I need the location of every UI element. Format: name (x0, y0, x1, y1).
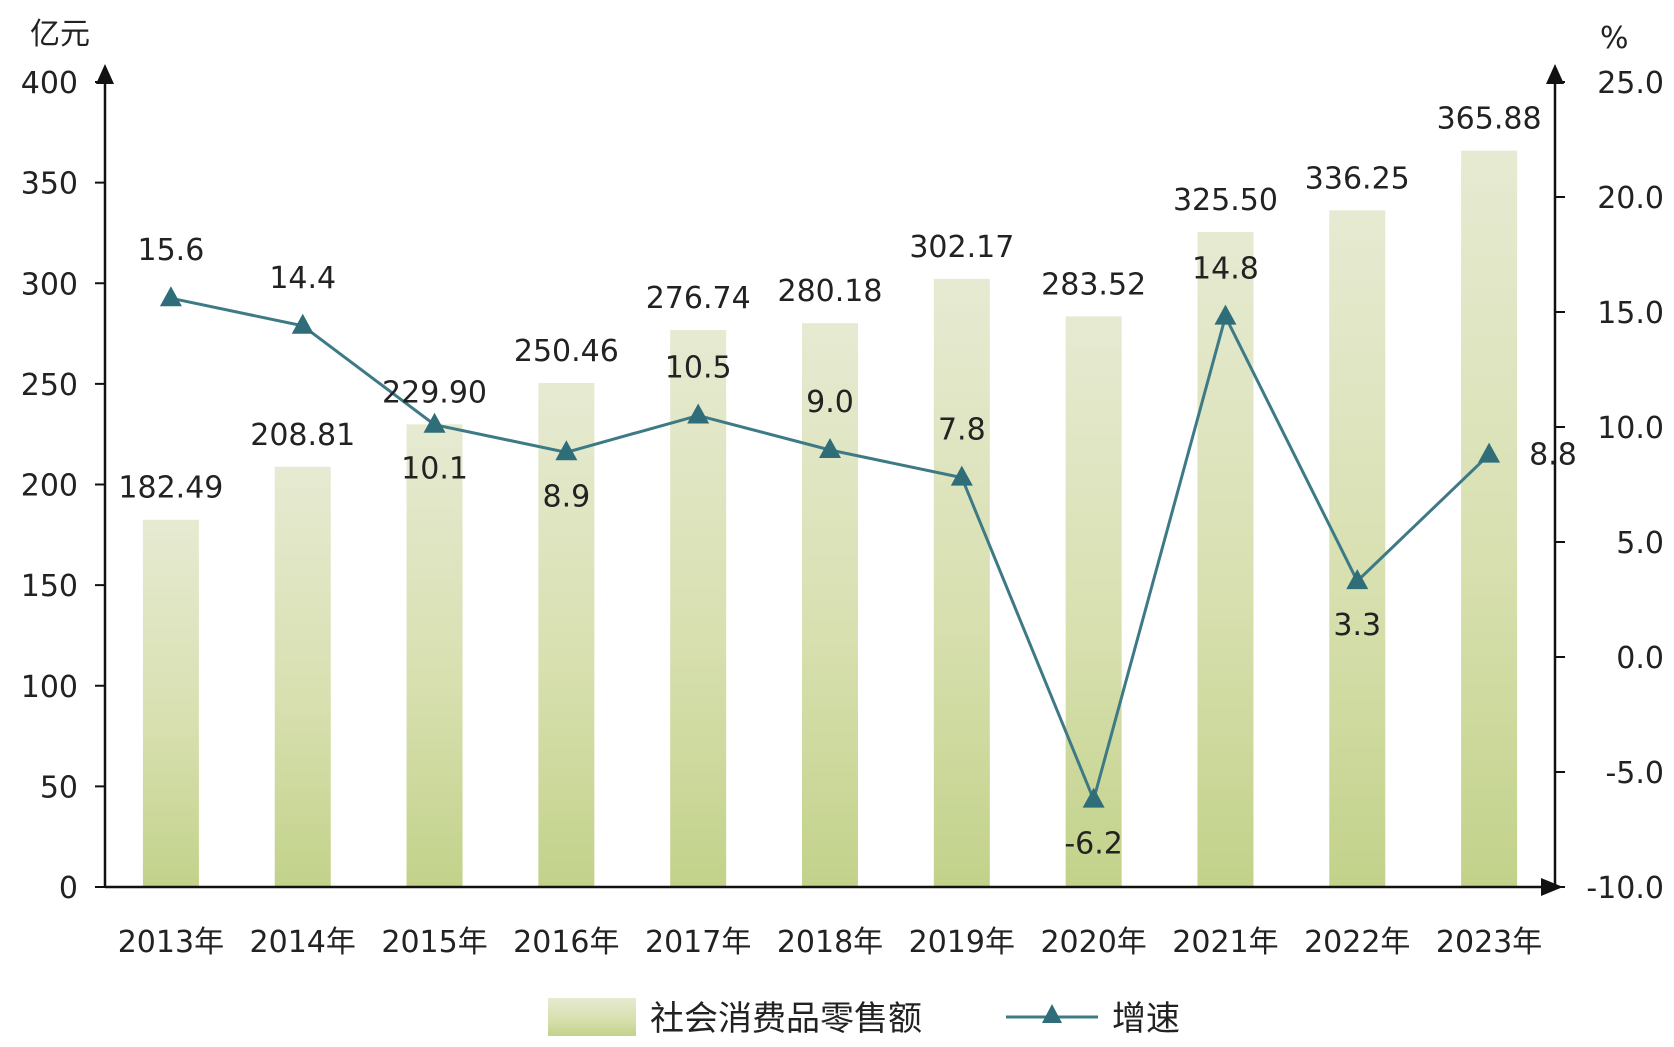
growth-line-series (159, 286, 1501, 808)
bar-value-label: 182.49 (118, 471, 223, 506)
x-tick-label: 2023年 (1436, 925, 1542, 960)
growth-value-label: 10.5 (665, 351, 732, 386)
y-right-tick-label: 25.0 (1597, 66, 1664, 101)
x-tick-label: 2020年 (1040, 925, 1146, 960)
growth-marker-2018年 (819, 438, 841, 458)
y-right-unit: % (1600, 21, 1629, 56)
y-right-tick-label: 15.0 (1597, 296, 1664, 331)
y-left-tick-label: 100 (21, 670, 78, 705)
x-axis-arrow-icon (1541, 878, 1563, 896)
growth-marker-2013年 (159, 286, 182, 307)
growth-value-label: 9.0 (806, 385, 854, 420)
growth-value-label: -6.2 (1064, 827, 1123, 862)
bar-2013年 (142, 519, 199, 887)
legend-marker-triangle-icon (1042, 1004, 1062, 1023)
y-left-arrow-icon (96, 64, 114, 84)
growth-value-label: 7.8 (938, 413, 986, 448)
bar-value-label: 325.50 (1173, 183, 1278, 218)
legend-label-line: 增速 (1112, 999, 1180, 1039)
bar-value-label: 365.88 (1437, 102, 1542, 137)
y-left-tick-label: 250 (21, 368, 78, 403)
growth-value-label: 8.9 (543, 479, 591, 514)
bar-2019年 (933, 278, 990, 887)
growth-value-label: 8.8 (1529, 438, 1577, 473)
bar-2016年 (538, 382, 595, 887)
growth-value-label: 15.6 (138, 233, 205, 268)
bar-value-label: 280.18 (778, 274, 883, 309)
data-labels: 182.49 208.81 229.90 250.46 276.74 280.18 302.… (118, 102, 1576, 862)
x-tick-label: 2016年 (513, 925, 619, 960)
y-right-tick-label: 20.0 (1597, 181, 1664, 216)
bar-2023年 (1461, 150, 1518, 887)
bar-value-label: 336.25 (1305, 161, 1410, 196)
growth-marker-2021年 (1214, 304, 1237, 325)
bar-2021年 (1197, 231, 1254, 887)
y-right-arrow-icon (1546, 64, 1564, 84)
bar-value-label: 250.46 (514, 334, 619, 369)
y-left-tick-label: 200 (21, 469, 78, 504)
bar-2018年 (802, 323, 858, 887)
y-right-tick-label: -5.0 (1605, 756, 1664, 791)
growth-marker-2019年 (950, 465, 973, 486)
y-left-tick-label: 150 (21, 569, 78, 604)
y-right-tick-label: 0.0 (1616, 641, 1664, 676)
growth-marker-2014年 (291, 313, 314, 334)
x-tick-label: 2014年 (250, 925, 356, 960)
growth-marker-2022年 (1346, 569, 1369, 590)
bar-value-label: 302.17 (909, 230, 1014, 265)
growth-value-label: 14.8 (1192, 252, 1259, 287)
bar-value-label: 208.81 (250, 418, 355, 453)
x-tick-label: 2015年 (381, 925, 487, 960)
x-tick-label: 2021年 (1172, 925, 1278, 960)
growth-value-label: 10.1 (401, 452, 468, 487)
y-right-tick-label: 5.0 (1616, 526, 1664, 561)
x-tick-label: 2022年 (1304, 925, 1410, 960)
bar-value-label: 229.90 (382, 375, 487, 410)
y-left-tick-label: 400 (21, 66, 78, 101)
growth-marker-2023年 (1478, 442, 1501, 463)
growth-marker-2015年 (423, 412, 446, 433)
y-right-tick-label: -10.0 (1586, 871, 1664, 906)
bar-2015年 (406, 424, 463, 887)
y-left-tick-label: 0 (59, 871, 78, 906)
growth-marker-2016年 (555, 440, 578, 461)
growth-marker-2017年 (687, 403, 710, 424)
growth-value-label: 14.4 (269, 261, 336, 296)
bar-2022年 (1329, 210, 1386, 887)
legend-label-bar: 社会消费品零售额 (650, 999, 922, 1039)
y-left-tick-label: 350 (21, 167, 78, 202)
y-left-unit: 亿元 (30, 17, 90, 52)
x-tick-label: 2013年 (118, 925, 224, 960)
legend: 社会消费品零售额 增速 (548, 998, 1180, 1039)
growth-value-label: 3.3 (1333, 608, 1381, 643)
y-right-tick-label: 10.0 (1597, 411, 1664, 446)
legend-swatch-bar (548, 998, 636, 1036)
bar-series (142, 150, 1518, 887)
y-left-tick-label: 300 (21, 267, 78, 302)
bar-2014年 (274, 466, 331, 887)
y-left-tick-label: 50 (40, 770, 78, 805)
bar-value-label: 283.52 (1041, 267, 1146, 302)
axes: 0 50 100 150 200 250 300 350 400 -10.0 -5.0 0.0 5.0 1… (21, 64, 1664, 960)
x-tick-label: 2019年 (909, 925, 1015, 960)
bar-value-label: 276.74 (646, 281, 751, 316)
growth-marker-2020年 (1082, 787, 1105, 808)
x-tick-label: 2018年 (777, 925, 883, 960)
x-tick-label: 2017年 (645, 925, 751, 960)
